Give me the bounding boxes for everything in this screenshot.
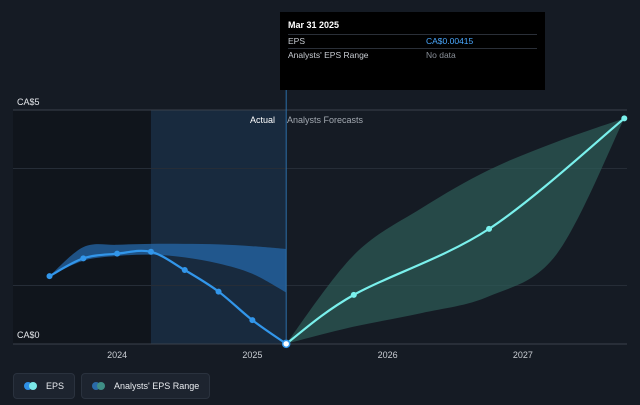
tooltip-row-range: Analysts' EPS Range No data — [288, 48, 537, 62]
legend: EPS Analysts' EPS Range — [13, 373, 211, 399]
actual-label: Actual — [250, 115, 275, 125]
eps-point-forecast — [486, 225, 493, 232]
eps-point-actual — [249, 317, 256, 324]
y-tick-label-top: CA$5 — [17, 97, 40, 107]
past-period-shade — [13, 110, 151, 344]
eps-point-actual — [80, 255, 87, 262]
legend-label-eps-range: Analysts' EPS Range — [114, 381, 200, 391]
eps-point-actual — [46, 273, 53, 280]
eps-point-actual — [114, 250, 121, 257]
eps-point-forecast — [350, 291, 357, 298]
tooltip-eps-label: EPS — [288, 36, 306, 46]
tooltip-range-label: Analysts' EPS Range — [288, 50, 369, 60]
x-tick-label: 2024 — [107, 350, 127, 360]
legend-item-eps[interactable]: EPS — [13, 373, 76, 399]
eps-range-band-forecast — [286, 118, 625, 344]
eps-legend-icon — [24, 382, 38, 390]
x-tick-label: 2027 — [513, 350, 533, 360]
eps-range-band-actual — [49, 243, 287, 293]
y-tick-label-bottom: CA$0 — [17, 330, 40, 340]
eps-range-legend-icon — [92, 382, 106, 390]
eps-point-actual — [181, 267, 188, 274]
x-tick-labels: 2024 2025 2026 2027 — [107, 350, 533, 360]
eps-point-actual — [215, 288, 222, 295]
eps-line-forecast — [285, 117, 625, 345]
tooltip: Mar 31 2025 EPS CA$0.00415 Analysts' EPS… — [280, 12, 545, 90]
eps-point-forecast — [621, 115, 628, 122]
x-tick-label: 2025 — [242, 350, 262, 360]
highlight-region — [150, 110, 287, 344]
tooltip-date: Mar 31 2025 — [288, 20, 340, 30]
tooltip-row-eps: EPS CA$0.00415 — [288, 34, 537, 48]
tooltip-eps-value: CA$0.00415 — [426, 36, 474, 46]
tooltip-range-value: No data — [426, 50, 456, 60]
legend-label-eps: EPS — [46, 381, 65, 391]
forecast-label: Analysts Forecasts — [287, 115, 364, 125]
eps-point-actual — [147, 248, 154, 255]
legend-item-eps-range[interactable]: Analysts' EPS Range — [81, 373, 211, 399]
x-tick-label: 2026 — [378, 350, 398, 360]
eps-points — [46, 115, 628, 349]
eps-point-highlighted — [281, 339, 291, 349]
